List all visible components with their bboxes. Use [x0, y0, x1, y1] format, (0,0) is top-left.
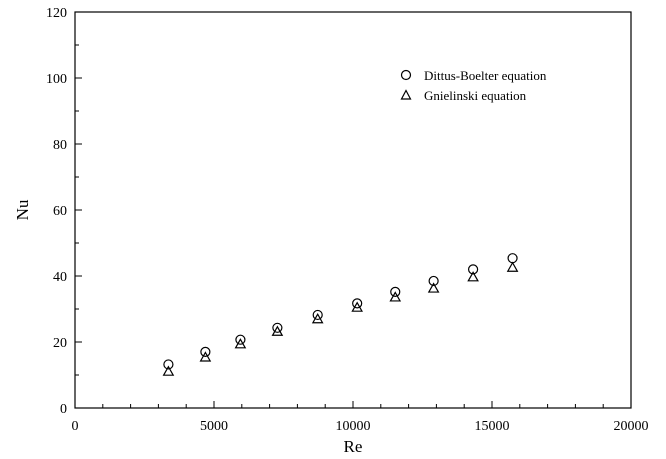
data-point-gnielinski: [506, 261, 519, 272]
data-point-dittus-boelter: [272, 322, 283, 333]
y-tick-label: 20: [53, 336, 67, 351]
y-axis-tick-labels: 0 20 40 60 80 100 120: [46, 6, 67, 417]
x-tick-label: 10000: [336, 419, 371, 434]
data-point-dittus-boelter: [312, 309, 323, 321]
legend-label-dittus-boelter: Dittus-Boelter equation: [424, 68, 547, 83]
y-axis-label: Nu: [13, 199, 32, 220]
y-tick-label: 80: [53, 138, 67, 153]
data-point-gnielinski: [162, 365, 175, 376]
y-tick-label: 100: [46, 72, 67, 87]
data-series: [162, 253, 519, 376]
y-tick-label: 40: [53, 270, 67, 285]
data-point-dittus-boelter: [352, 298, 363, 309]
x-axis-label: Re: [344, 437, 363, 456]
data-point-gnielinski: [271, 325, 284, 336]
legend-triangle-marker: [400, 89, 412, 100]
legend-label-gnielinski: Gnielinski equation: [424, 88, 527, 103]
y-tick-label: 0: [60, 402, 67, 417]
legend-entry-dittus-boelter: Dittus-Boelter equation: [400, 68, 547, 83]
legend-circle-marker: [400, 69, 412, 81]
y-tick-label: 60: [53, 204, 67, 219]
x-tick-label: 0: [72, 419, 79, 434]
data-point-gnielinski: [311, 313, 324, 324]
legend-entry-gnielinski: Gnielinski equation: [400, 88, 527, 103]
data-point-gnielinski: [199, 351, 212, 362]
y-tick-label: 120: [46, 6, 67, 21]
plot-frame: [74, 11, 632, 409]
data-point-dittus-boelter: [235, 334, 246, 345]
x-tick-label: 20000: [614, 419, 649, 434]
data-point-gnielinski: [389, 291, 402, 302]
x-axis-ticks: [74, 401, 632, 408]
data-point-dittus-boelter: [200, 346, 211, 357]
data-point-gnielinski: [234, 338, 247, 349]
data-point-gnielinski: [427, 282, 440, 293]
data-point-dittus-boelter: [390, 286, 401, 297]
x-tick-label: 5000: [200, 419, 228, 434]
axes: [74, 11, 632, 409]
y-axis-ticks: [75, 11, 82, 409]
data-point-gnielinski: [467, 271, 479, 282]
data-point-dittus-boelter: [163, 359, 174, 370]
legend: Dittus-Boelter equation Gnielinski equat…: [400, 68, 547, 103]
data-point-gnielinski: [351, 301, 363, 312]
x-tick-label: 15000: [475, 419, 510, 434]
data-point-dittus-boelter: [467, 264, 479, 275]
data-point-dittus-boelter: [428, 275, 439, 287]
data-point-dittus-boelter: [507, 253, 518, 264]
x-axis-tick-labels: 0 5000 10000 15000 20000: [72, 419, 649, 434]
